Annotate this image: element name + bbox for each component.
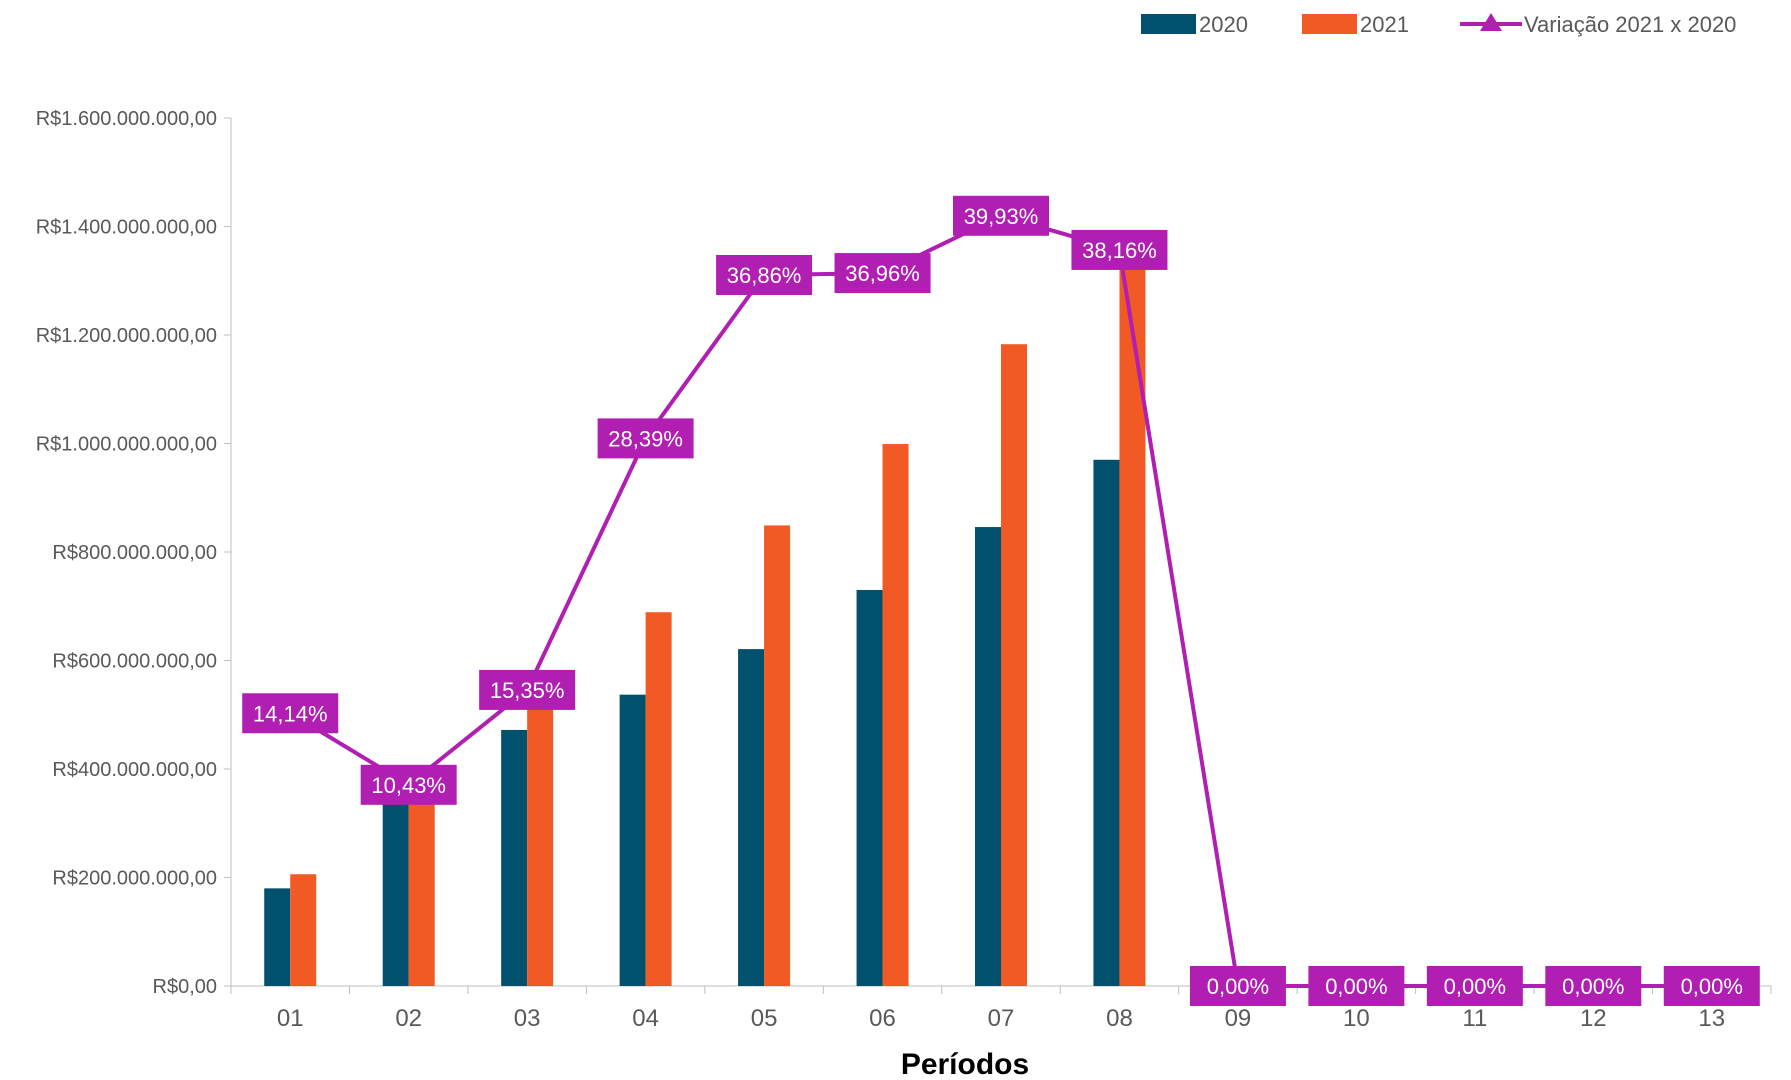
bar-2021 <box>882 444 909 987</box>
data-label: 36,96% <box>845 261 920 286</box>
data-label-box <box>716 255 813 296</box>
x-tick-label: 09 <box>1225 1005 1252 1032</box>
x-tick-label: 07 <box>988 1005 1015 1032</box>
x-tick-label: 04 <box>632 1005 659 1032</box>
data-label: 10,43% <box>371 773 446 798</box>
bar-2021 <box>764 525 791 986</box>
legend-label: Variação 2021 x 2020 <box>1524 12 1736 37</box>
axes: R$0,00 R$200.000.000,00 R$400.000.000,00 R$… <box>36 108 1772 1080</box>
data-label: 38,16% <box>1082 238 1157 263</box>
data-label-box <box>1426 966 1523 1006</box>
x-tick-label: 11 <box>1462 1005 1487 1032</box>
bar-2021 <box>645 612 672 986</box>
x-tick-label: 08 <box>1106 1005 1133 1032</box>
bar-2020 <box>738 649 765 986</box>
bar-2020 <box>975 527 1001 986</box>
data-label: 0,00% <box>1207 974 1269 999</box>
data-label: 0,00% <box>1562 974 1624 999</box>
data-label: 39,93% <box>964 204 1039 229</box>
bar-2020 <box>501 729 528 986</box>
data-label: 14,14% <box>253 701 328 726</box>
bar-2021 <box>1001 344 1027 986</box>
legend-label: 2020 <box>1199 12 1248 37</box>
data-label-box <box>360 764 457 805</box>
x-tick-label: 02 <box>395 1005 422 1032</box>
x-tick-label: 13 <box>1698 1005 1725 1032</box>
data-label-box <box>1308 966 1405 1006</box>
data-labels: 14,14% 10,43% 15,35% 28,39% 36,86% 36,96% 39,9… <box>242 195 1760 1006</box>
x-axis-title: Períodos <box>901 1048 1029 1080</box>
y-tick-label: R$800.000.000,00 <box>52 542 217 564</box>
x-tick-label: 03 <box>514 1005 541 1032</box>
data-label-box <box>834 253 931 294</box>
data-label: 0,00% <box>1444 974 1506 999</box>
y-tick-label: R$1.600.000.000,00 <box>36 108 217 130</box>
x-tick-label: 01 <box>277 1005 304 1032</box>
y-tick-label: R$200.000.000,00 <box>52 868 217 890</box>
bar-2021 <box>290 874 317 986</box>
bar-2020 <box>619 694 646 986</box>
data-label: 28,39% <box>608 426 683 451</box>
legend-label: 2021 <box>1360 12 1409 37</box>
bar-2020 <box>856 589 883 986</box>
y-tick-label: R$0,00 <box>153 976 218 998</box>
data-label-box <box>242 693 339 734</box>
data-label-box <box>597 418 694 459</box>
bar-2021 <box>527 690 554 986</box>
y-tick-label: R$600.000.000,00 <box>52 651 217 673</box>
data-label-box <box>1189 966 1286 1006</box>
data-label-box <box>479 669 576 710</box>
data-label: 15,35% <box>490 678 565 703</box>
bar-2021 <box>1119 259 1146 986</box>
data-label-box <box>1071 229 1168 270</box>
data-label-box <box>953 195 1049 236</box>
y-tick-label: R$1.200.000.000,00 <box>36 325 217 347</box>
legend: 2020 2021 Variação 2021 x 2020 <box>1141 12 1736 37</box>
legend-swatch-2020 <box>1141 14 1196 34</box>
y-tick-label: R$1.400.000.000,00 <box>36 217 217 239</box>
bar-2020 <box>264 888 291 986</box>
x-tick-label: 10 <box>1343 1005 1370 1032</box>
triangle-marker-icon <box>1480 13 1502 31</box>
bar-2020 <box>1093 459 1120 986</box>
x-tick-label: 05 <box>751 1005 778 1032</box>
y-tick-label: R$1.000.000.000,00 <box>36 434 217 456</box>
y-tick-label: R$400.000.000,00 <box>52 759 217 781</box>
bar-2020 <box>382 798 409 986</box>
data-label: 0,00% <box>1681 974 1743 999</box>
data-label-box <box>1663 966 1760 1006</box>
data-label: 36,86% <box>727 263 802 288</box>
x-tick-label: 06 <box>869 1005 896 1032</box>
bar-2021 <box>408 778 435 986</box>
legend-swatch-2021 <box>1302 14 1357 34</box>
data-label: 0,00% <box>1325 974 1387 999</box>
x-tick-label: 12 <box>1580 1005 1607 1032</box>
data-label-box <box>1545 966 1642 1006</box>
bars <box>264 259 1146 987</box>
